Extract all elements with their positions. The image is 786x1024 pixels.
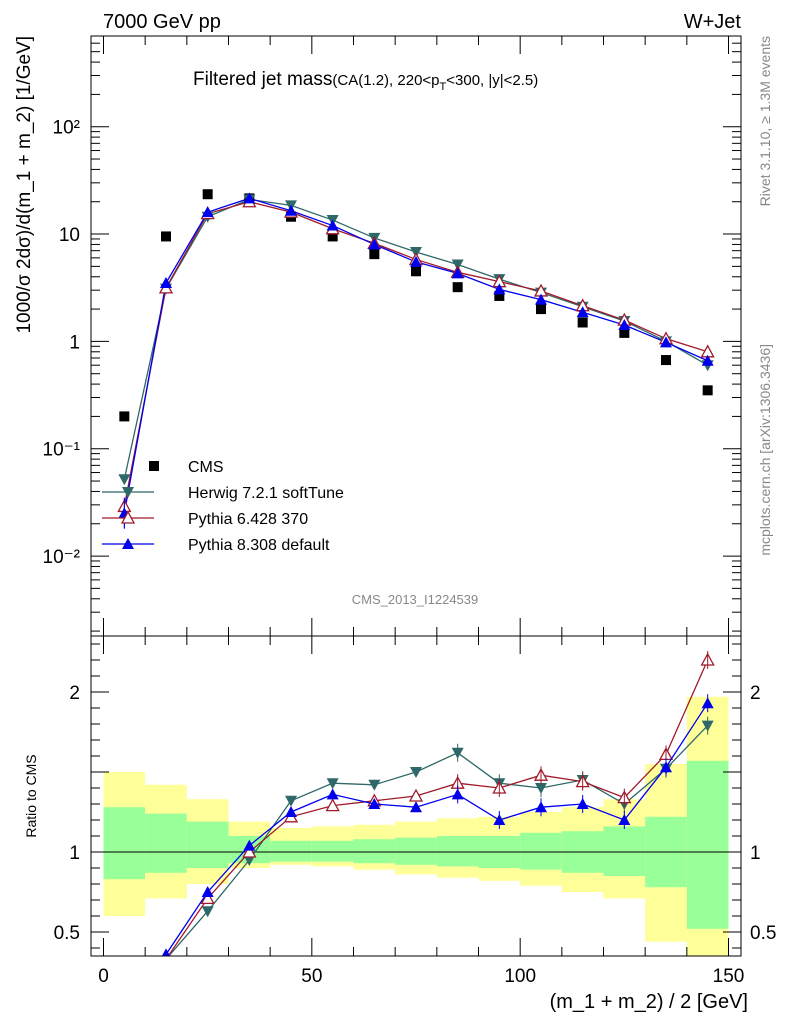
main-y-tick-label: 10⁻¹ <box>43 440 81 461</box>
ratio-y-label: Ratio to CMS <box>23 754 39 837</box>
legend-marker-pythia6 <box>120 510 136 524</box>
pythia8-main-point <box>535 293 547 305</box>
herwig-ratio-point <box>243 855 256 866</box>
legend: CMS Herwig 7.2.1 softTune Pythia 6.428 370… <box>102 459 344 554</box>
herwig-main-point <box>118 474 131 486</box>
ratio-curves <box>161 651 715 956</box>
legend-label-pythia8: Pythia 8.308 default <box>188 537 330 554</box>
legend-label-herwig: Herwig 7.2.1 softTune <box>188 485 344 502</box>
analysis-watermark: CMS_2013_I1224539 <box>352 592 479 607</box>
x-axis-label: (m_1 + m_2) / 2 [GeV] <box>550 991 748 1013</box>
pythia8-main-point <box>326 219 339 231</box>
pythia8-main-point <box>410 255 422 267</box>
legend-marker-cms <box>149 461 159 471</box>
pythia8-ratio-point <box>161 948 171 956</box>
cms-main-point <box>327 231 338 242</box>
ratio-y-tick-label: 0.5 <box>54 923 80 944</box>
pythia8-ratio-point <box>410 801 422 813</box>
pythia6-ratio-point <box>408 788 424 802</box>
header-left: 7000 GeV pp <box>103 11 221 33</box>
inner-band-bin <box>353 839 396 864</box>
inner-band-bin <box>270 840 312 862</box>
cms-main-point <box>536 304 546 315</box>
ratio-y-tick-label: 2 <box>750 683 761 704</box>
cms-main-point <box>619 327 630 338</box>
axis-ticks: 10⁻² 10⁻¹ 1 10 10² 0 50 100 150 0.5 0.5 1 1 2 2 <box>43 35 776 987</box>
herwig-main-line <box>123 198 708 480</box>
pythia8-main-point <box>493 283 506 295</box>
main-curves <box>117 189 715 529</box>
ratio-frame <box>90 635 742 957</box>
x-tick-label: 150 <box>713 966 745 987</box>
cms-main-point <box>661 355 671 366</box>
ratio-y-tick-label: 2 <box>69 683 80 704</box>
inner-band-bin <box>103 807 146 880</box>
main-y-tick-label: 10 <box>59 225 80 246</box>
pythia8-main-point <box>576 306 589 318</box>
inner-band-bin <box>311 840 354 862</box>
main-y-tick-label: 10⁻² <box>43 547 81 568</box>
legend-marker-herwig <box>122 487 134 498</box>
pythia6-ratio-point <box>200 891 215 905</box>
cms-main-point <box>494 290 505 301</box>
inner-band-bin <box>520 832 562 870</box>
header-right: W+Jet <box>684 11 742 33</box>
pythia6-ratio-point <box>242 844 257 858</box>
cms-main-point <box>119 411 130 422</box>
ratio-curve-group <box>161 651 715 956</box>
cms-main-point <box>577 317 588 328</box>
herwig-ratio-point <box>201 906 214 918</box>
cms-main-point <box>452 282 463 293</box>
pythia8-main-point <box>285 204 297 216</box>
herwig-ratio-point <box>410 767 422 778</box>
pythia8-main-point <box>201 206 214 218</box>
cms-main-point <box>702 385 713 396</box>
inner-band-bin <box>186 821 229 868</box>
main-y-tick-label: 1 <box>69 332 80 353</box>
herwig-ratio-point <box>368 779 381 791</box>
cms-main-point <box>161 231 171 242</box>
pythia8-main-point <box>160 276 172 288</box>
main-y-tick-label: 10² <box>53 118 80 139</box>
x-tick-label: 100 <box>504 966 536 987</box>
herwig-ratio-point <box>326 778 339 790</box>
ratio-y-tick-label: 0.5 <box>750 923 776 944</box>
herwig-ratio-point <box>285 795 297 807</box>
pythia8-ratio-point <box>326 788 339 800</box>
pythia8-ratio-point <box>201 886 214 897</box>
mcplots-note: mcplots.cern.ch [arXiv:1306.3436] <box>757 344 773 556</box>
pythia8-main-point <box>701 354 714 366</box>
x-tick-label: 0 <box>98 966 109 987</box>
cms-main-point <box>202 189 213 200</box>
pythia8-ratio-point <box>368 798 381 809</box>
plot-title: Filtered jet mass(CA(1.2), 220<pT<300, |… <box>193 69 538 93</box>
main-y-label: 1000/σ 2dσ)/d(m_1 + m_2) [1/GeV] <box>14 36 35 334</box>
x-tick-label: 50 <box>301 966 322 987</box>
uncertainty-bands <box>91 696 741 956</box>
pythia8-main-point <box>368 238 381 250</box>
pythia8-main-point <box>618 319 631 331</box>
pythia8-main-point <box>660 336 672 348</box>
rivet-note: Rivet 3.1.10, ≥ 1.3M events <box>757 36 773 206</box>
ratio-y-tick-label: 1 <box>750 843 761 864</box>
legend-marker-pythia8 <box>122 538 134 549</box>
pythia8-main-point <box>451 267 464 279</box>
ratio-y-tick-label: 1 <box>69 843 80 864</box>
legend-label-cms: CMS <box>188 459 224 476</box>
inner-band-bin <box>436 836 479 867</box>
pythia8-ratio-point <box>285 806 297 817</box>
pythia8-main-point <box>243 192 256 204</box>
inner-band-bin <box>395 837 437 865</box>
inner-band-bin <box>686 760 729 929</box>
cms-main-point <box>369 249 380 260</box>
legend-label-pythia6: Pythia 6.428 370 <box>188 511 308 528</box>
inner-band-bin <box>145 813 187 873</box>
inner-band-bin <box>603 826 646 876</box>
cms-main-point <box>411 266 421 277</box>
pythia6-ratio-point <box>325 798 340 812</box>
pythia8-ratio-point <box>243 839 256 851</box>
